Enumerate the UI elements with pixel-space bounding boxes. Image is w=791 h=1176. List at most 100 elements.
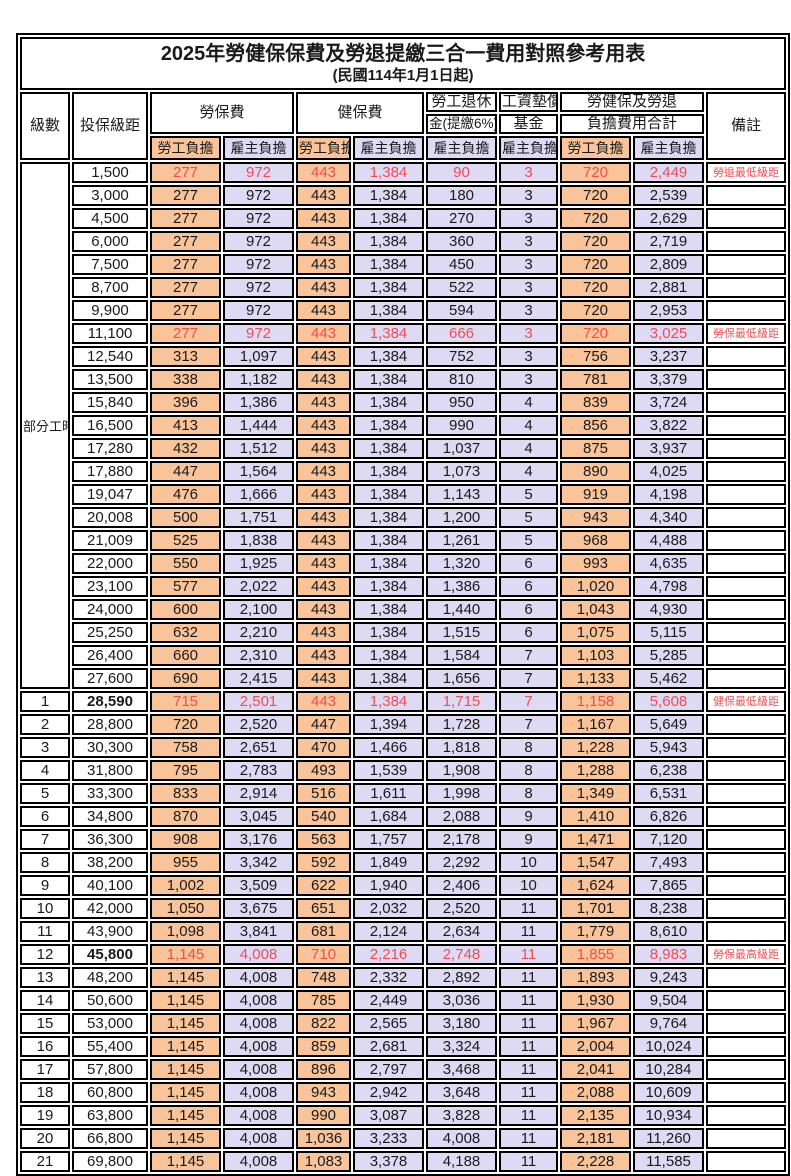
cell-bracket: 43,900 bbox=[72, 920, 148, 942]
cell-health-employer: 2,565 bbox=[353, 1012, 424, 1034]
cell-labor-employer: 2,022 bbox=[223, 575, 294, 597]
cell-pension-employer: 270 bbox=[426, 207, 497, 229]
cell-health-worker: 822 bbox=[296, 1012, 351, 1034]
cell-labor-employer: 4,008 bbox=[223, 1081, 294, 1103]
cell-level: 16 bbox=[20, 1035, 70, 1057]
header-remark: 備註 bbox=[706, 92, 787, 160]
cell-labor-employer: 972 bbox=[223, 253, 294, 275]
table-row: 16,500 413 1,444 443 1,384 990 4 856 3,822 bbox=[20, 414, 787, 436]
cell-wage-fund-employer: 6 bbox=[499, 621, 558, 643]
cell-pension-employer: 1,200 bbox=[426, 506, 497, 528]
cell-labor-employer: 3,176 bbox=[223, 828, 294, 850]
cell-total-employer: 7,865 bbox=[633, 874, 704, 896]
cell-level: 7 bbox=[20, 828, 70, 850]
cell-wage-fund-employer: 3 bbox=[499, 161, 558, 183]
table-row: 18 60,800 1,145 4,008 943 2,942 3,648 11 2,088 10… bbox=[20, 1081, 787, 1103]
cell-pension-employer: 2,292 bbox=[426, 851, 497, 873]
cell-health-employer: 2,449 bbox=[353, 989, 424, 1011]
cell-health-employer: 1,384 bbox=[353, 690, 424, 712]
cell-total-employer: 4,930 bbox=[633, 598, 704, 620]
table-row: 1 28,590 715 2,501 443 1,384 1,715 7 1,158 5,608 健… bbox=[20, 690, 787, 712]
cell-bracket: 31,800 bbox=[72, 759, 148, 781]
cell-wage-fund-employer: 11 bbox=[499, 1012, 558, 1034]
cell-total-worker: 993 bbox=[560, 552, 631, 574]
cell-bracket: 45,800 bbox=[72, 943, 148, 965]
table-row: 20 66,800 1,145 4,008 1,036 3,233 4,008 11 2,181… bbox=[20, 1127, 787, 1149]
cell-total-worker: 1,855 bbox=[560, 943, 631, 965]
cell-labor-employer: 972 bbox=[223, 276, 294, 298]
table-row: 17,280 432 1,512 443 1,384 1,037 4 875 3,937 bbox=[20, 437, 787, 459]
cell-level: 14 bbox=[20, 989, 70, 1011]
cell-pension-employer: 1,908 bbox=[426, 759, 497, 781]
cell-remark bbox=[706, 989, 787, 1011]
cell-total-employer: 5,462 bbox=[633, 667, 704, 689]
cell-health-worker: 443 bbox=[296, 414, 351, 436]
cell-total-employer: 5,943 bbox=[633, 736, 704, 758]
cell-health-worker: 443 bbox=[296, 299, 351, 321]
cell-labor-employer: 4,008 bbox=[223, 1150, 294, 1172]
cell-bracket: 25,250 bbox=[72, 621, 148, 643]
cell-remark bbox=[706, 782, 787, 804]
cell-wage-fund-employer: 11 bbox=[499, 943, 558, 965]
cell-labor-worker: 338 bbox=[150, 368, 221, 390]
cell-labor-worker: 277 bbox=[150, 299, 221, 321]
cell-labor-employer: 4,008 bbox=[223, 1035, 294, 1057]
cell-bracket: 17,880 bbox=[72, 460, 148, 482]
cell-labor-employer: 2,210 bbox=[223, 621, 294, 643]
cell-labor-employer: 1,182 bbox=[223, 368, 294, 390]
cell-total-employer: 2,881 bbox=[633, 276, 704, 298]
cell-pension-employer: 522 bbox=[426, 276, 497, 298]
table-row: 11 43,900 1,098 3,841 681 2,124 2,634 11 1,779 8,… bbox=[20, 920, 787, 942]
cell-total-employer: 5,608 bbox=[633, 690, 704, 712]
cell-total-worker: 720 bbox=[560, 276, 631, 298]
cell-health-worker: 990 bbox=[296, 1104, 351, 1126]
cell-wage-fund-employer: 3 bbox=[499, 345, 558, 367]
header-health-worker: 勞工負擔 bbox=[296, 135, 351, 160]
cell-labor-worker: 1,145 bbox=[150, 966, 221, 988]
cell-labor-employer: 4,008 bbox=[223, 989, 294, 1011]
cell-total-worker: 1,043 bbox=[560, 598, 631, 620]
cell-total-worker: 1,967 bbox=[560, 1012, 631, 1034]
cell-labor-employer: 972 bbox=[223, 299, 294, 321]
table-row: 4 31,800 795 2,783 493 1,539 1,908 8 1,288 6,238 bbox=[20, 759, 787, 781]
cell-wage-fund-employer: 7 bbox=[499, 713, 558, 735]
cell-level: 5 bbox=[20, 782, 70, 804]
cell-wage-fund-employer: 11 bbox=[499, 966, 558, 988]
cell-remark bbox=[706, 598, 787, 620]
cell-health-employer: 1,684 bbox=[353, 805, 424, 827]
cell-remark bbox=[706, 1127, 787, 1149]
cell-wage-fund-employer: 5 bbox=[499, 483, 558, 505]
cell-total-worker: 1,779 bbox=[560, 920, 631, 942]
cell-level: 6 bbox=[20, 805, 70, 827]
cell-labor-employer: 2,520 bbox=[223, 713, 294, 735]
cell-total-employer: 6,531 bbox=[633, 782, 704, 804]
cell-remark bbox=[706, 851, 787, 873]
cell-wage-fund-employer: 3 bbox=[499, 207, 558, 229]
table-row: 13 48,200 1,145 4,008 748 2,332 2,892 11 1,893 9,… bbox=[20, 966, 787, 988]
cell-total-employer: 4,198 bbox=[633, 483, 704, 505]
cell-health-employer: 1,384 bbox=[353, 437, 424, 459]
cell-wage-fund-employer: 5 bbox=[499, 529, 558, 551]
table-row: 6,000 277 972 443 1,384 360 3 720 2,719 bbox=[20, 230, 787, 252]
cell-health-employer: 1,466 bbox=[353, 736, 424, 758]
cell-health-employer: 1,384 bbox=[353, 299, 424, 321]
cell-bracket: 53,000 bbox=[72, 1012, 148, 1034]
cell-pension-employer: 180 bbox=[426, 184, 497, 206]
cell-remark: 勞保最低級距 bbox=[706, 322, 787, 344]
cell-pension-employer: 1,143 bbox=[426, 483, 497, 505]
title-cell: 2025年勞健保保費及勞退提繳三合一費用對照參考用表 (民國114年1月1日起) bbox=[20, 37, 787, 91]
cell-total-employer: 2,449 bbox=[633, 161, 704, 183]
page-title: 2025年勞健保保費及勞退提繳三合一費用對照參考用表 bbox=[160, 43, 646, 65]
table-row: 24,000 600 2,100 443 1,384 1,440 6 1,043 4,930 bbox=[20, 598, 787, 620]
cell-total-employer: 3,822 bbox=[633, 414, 704, 436]
cell-total-employer: 8,983 bbox=[633, 943, 704, 965]
cell-pension-employer: 1,728 bbox=[426, 713, 497, 735]
cell-total-employer: 4,488 bbox=[633, 529, 704, 551]
cell-health-employer: 1,384 bbox=[353, 184, 424, 206]
cell-labor-worker: 720 bbox=[150, 713, 221, 735]
cell-health-employer: 1,539 bbox=[353, 759, 424, 781]
premium-reference-table: 2025年勞健保保費及勞退提繳三合一費用對照參考用表 (民國114年1月1日起)… bbox=[16, 33, 791, 1176]
cell-health-worker: 443 bbox=[296, 529, 351, 551]
cell-total-worker: 781 bbox=[560, 368, 631, 390]
